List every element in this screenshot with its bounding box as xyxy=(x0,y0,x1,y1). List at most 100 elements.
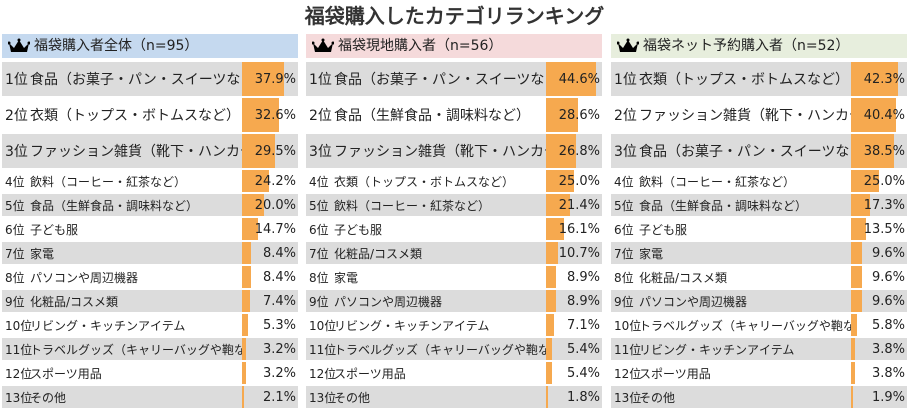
bar-track xyxy=(242,362,298,384)
rank-label: 13位 xyxy=(309,390,337,405)
category-label: 食品（生鮮食品・調味料など） xyxy=(334,108,530,124)
value-label: 28.6% xyxy=(558,107,600,123)
ranking-row: 12位 スポーツ用品 3.2% xyxy=(2,361,298,385)
rank-label: 1位 xyxy=(614,72,637,88)
value-label: 42.3% xyxy=(863,71,905,87)
bar-track xyxy=(242,170,298,192)
category-label: その他 xyxy=(639,390,676,405)
bar-track xyxy=(546,386,602,408)
ranking-row: 4位 飲料（コーヒー・紅茶など） 24.2% xyxy=(2,169,298,193)
category-label: 飲料（コーヒー・紅茶など） xyxy=(30,174,187,189)
category-label: 衣類（トップス・ボトムスなど） xyxy=(639,72,849,88)
category-label: その他 xyxy=(334,390,371,405)
ranking-row: 5位 飲料（コーヒー・紅茶など） 21.4% xyxy=(306,193,602,217)
category-label: ファッション雑貨（靴下・ハンカチなど） xyxy=(30,144,242,160)
value-label: 10.7% xyxy=(558,245,600,261)
rank-label: 11位 xyxy=(309,342,337,357)
bar-track xyxy=(242,194,298,216)
ranking-row: 4位 飲料（コーヒー・紅茶など） 25.0% xyxy=(611,169,907,193)
value-bar xyxy=(851,194,871,216)
value-label: 9.6% xyxy=(871,269,905,285)
value-bar xyxy=(546,386,549,408)
category-label: 家電 xyxy=(334,270,359,285)
value-bar xyxy=(242,134,276,168)
value-bar xyxy=(242,314,248,336)
value-bar xyxy=(242,362,246,384)
bar-track xyxy=(242,338,298,360)
value-bar xyxy=(851,314,858,336)
value-bar xyxy=(546,218,565,240)
value-bar xyxy=(242,242,252,264)
value-bar xyxy=(242,218,259,240)
rank-label: 8位 xyxy=(614,270,634,285)
rank-label: 5位 xyxy=(5,198,25,213)
ranking-row: 4位 衣類（トップス・ボトムスなど） 25.0% xyxy=(306,169,602,193)
category-label: 食品（生鮮食品・調味料など） xyxy=(30,198,199,213)
value-label: 5.3% xyxy=(262,317,296,333)
value-label: 14.7% xyxy=(254,221,296,237)
bar-track xyxy=(851,362,907,384)
bar-track xyxy=(546,338,602,360)
value-bar xyxy=(242,98,279,132)
bar-track xyxy=(851,242,907,264)
bar-track xyxy=(242,134,298,168)
bar-track xyxy=(242,218,298,240)
value-label: 44.6% xyxy=(558,71,600,87)
value-label: 8.9% xyxy=(566,269,600,285)
ranking-row: 5位 食品（生鮮食品・調味料など） 20.0% xyxy=(2,193,298,217)
ranking-row: 7位 化粧品/コスメ類 10.7% xyxy=(306,241,602,265)
category-label: ファッション雑貨（靴下・ハンカチなど） xyxy=(639,108,851,124)
category-label: 子ども服 xyxy=(30,222,79,237)
value-bar xyxy=(851,62,899,96)
row-shade xyxy=(306,242,602,264)
category-label: 衣類（トップス・ボトムスなど） xyxy=(30,108,240,124)
bar-track xyxy=(546,266,602,288)
value-label: 8.9% xyxy=(566,293,600,309)
value-label: 17.3% xyxy=(863,197,905,213)
bar-track xyxy=(851,338,907,360)
category-label: その他 xyxy=(30,390,67,405)
ranking-row: 12位 スポーツ用品 3.8% xyxy=(611,361,907,385)
category-label: トラベルグッズ（キャリーバッグや鞄など） xyxy=(639,318,851,333)
category-label: スポーツ用品 xyxy=(639,366,711,381)
category-label: 飲料（コーヒー・紅茶など） xyxy=(639,174,796,189)
category-label: ファッション雑貨（靴下・ハンカチなど） xyxy=(334,144,546,160)
rank-label: 4位 xyxy=(614,174,634,189)
value-label: 2.1% xyxy=(262,389,296,405)
bar-track xyxy=(242,290,298,312)
value-bar xyxy=(546,242,558,264)
value-bar xyxy=(242,170,270,192)
rank-label: 9位 xyxy=(309,294,329,309)
value-label: 1.9% xyxy=(871,389,905,405)
rank-label: 3位 xyxy=(614,144,637,160)
ranking-row: 6位 子ども服 16.1% xyxy=(306,217,602,241)
value-label: 40.4% xyxy=(863,107,905,123)
ranking-row: 10位 リビング・キッチンアイテム 7.1% xyxy=(306,313,602,337)
rank-label: 1位 xyxy=(309,72,332,88)
ranking-panel: 福袋ネット予約購入者（n=52） 1位 衣類（トップス・ボトムスなど） 42.3% 2位… xyxy=(611,34,907,408)
value-bar xyxy=(546,170,574,192)
panel-header: 福袋購入者全体（n=95） xyxy=(2,34,298,58)
value-bar xyxy=(242,62,285,96)
rank-label: 8位 xyxy=(309,270,329,285)
value-bar xyxy=(546,62,596,96)
bar-track xyxy=(851,62,907,96)
ranking-row: 13位 その他 1.9% xyxy=(611,385,907,409)
row-shade xyxy=(611,338,907,360)
row-shade xyxy=(2,338,298,360)
bar-track xyxy=(546,98,602,132)
value-label: 1.8% xyxy=(566,389,600,405)
rank-label: 12位 xyxy=(309,366,337,381)
value-bar xyxy=(546,290,556,312)
category-label: 化粧品/コスメ類 xyxy=(639,270,728,285)
bar-track xyxy=(851,386,907,408)
value-label: 8.4% xyxy=(262,269,296,285)
category-label: リビング・キッチンアイテム xyxy=(30,318,186,333)
category-label: 化粧品/コスメ類 xyxy=(30,294,119,309)
rank-label: 9位 xyxy=(5,294,25,309)
